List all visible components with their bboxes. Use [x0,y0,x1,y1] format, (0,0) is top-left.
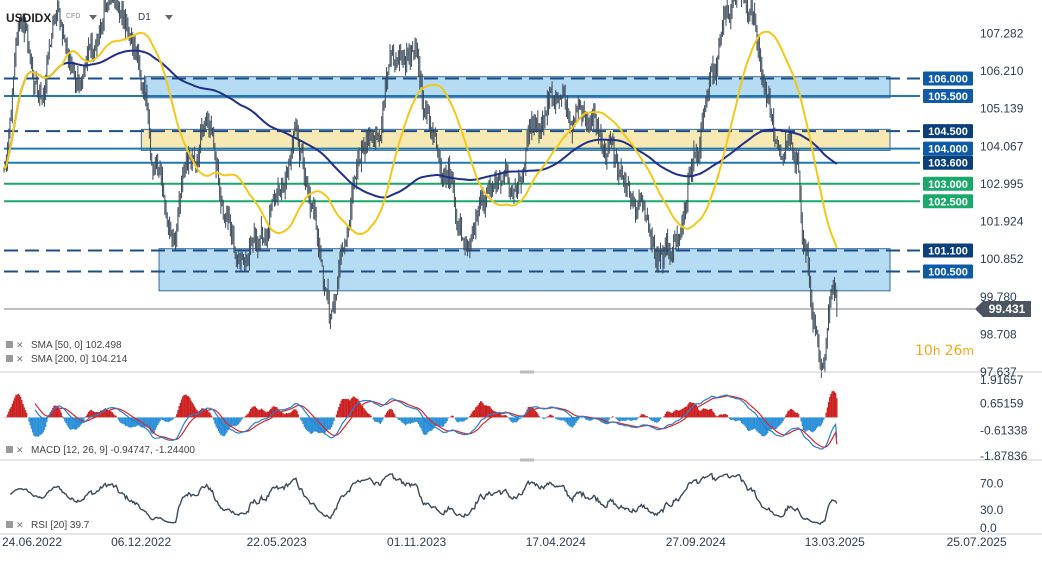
macd-tick-label: 0.65159 [980,396,1024,410]
legend-color-swatch [6,521,13,528]
candle-countdown: 10h 26m [915,343,974,359]
level-label-box[interactable] [923,141,973,156]
symbol-dropdown-icon[interactable] [89,15,97,20]
legend-label: MACD [12, 26, 9] -0.94747, -1.24400 [31,445,195,456]
legend-close-icon[interactable]: ✕ [16,520,24,530]
macd-tick-label: -0.61338 [980,424,1028,438]
panel-resize-handle[interactable] [520,458,534,462]
rsi-tick-label: 0.0 [980,521,997,535]
level-label-text: 103.000 [928,179,968,191]
level-label-box[interactable] [923,243,973,258]
macd-tick-label: -1.87836 [980,449,1028,463]
timeframe-dropdown-icon[interactable] [165,15,173,20]
level-label-text: 103.600 [928,158,968,170]
level-label-text: 104.000 [928,144,968,156]
level-label-text: 101.100 [928,245,968,257]
legend-label: SMA [200, 0] 104.214 [31,354,128,365]
middle-zone [140,128,891,151]
price-tick-label: 98.708 [980,327,1017,341]
time-tick-label: 25.07.2025 [947,535,1007,549]
price-tick-label: 97.637 [980,365,1017,379]
level-label-box[interactable] [923,176,973,191]
lower-support-zone [158,248,891,292]
legend-close-icon[interactable]: ✕ [16,340,24,350]
symbol-type: CFD [66,13,81,20]
timeframe-select[interactable]: D1 [138,12,151,23]
price-tick-label: 105.139 [980,102,1024,116]
macd-line [34,394,838,450]
rsi-line [9,472,838,526]
macd-tick-label: 1.91657 [980,373,1024,387]
level-label-text: 102.500 [928,196,968,208]
countdown-hours-unit: h [932,344,941,358]
legend-layer: ✕ SMA [50, 0] 102.498 ✕ SMA [200, 0] 104.21… [6,340,195,531]
countdown-minutes: 26 [944,343,963,359]
zones-layer [140,76,891,292]
macd-signal-line [34,395,838,448]
price-tick-label: 100.852 [980,252,1024,266]
time-tick-label: 17.04.2024 [526,535,586,549]
level-label-text: 105.500 [928,91,968,103]
time-tick-label: 06.12.2022 [111,535,171,549]
price-tick-label: 101.924 [980,215,1024,229]
symbol-title[interactable]: USDIDX [6,11,52,25]
axes-layer: 107.282106.210105.139104.067102.995101.9… [0,26,1042,549]
level-label-box[interactable] [923,71,973,86]
level-label-box[interactable] [923,155,973,170]
level-label-box[interactable] [923,264,973,279]
price-tick-label: 99.780 [980,290,1017,304]
time-tick-label: 01.11.2023 [387,535,446,549]
legend-close-icon[interactable]: ✕ [16,445,24,455]
level-label-text: 100.500 [928,267,968,279]
legend-color-swatch [6,355,13,362]
upper-resistance-zone [145,76,891,99]
macd-layer [4,390,838,450]
legend-label: RSI [20] 39.7 [31,520,90,531]
rsi-tick-label: 30.0 [980,503,1004,517]
time-tick-label: 27.09.2024 [666,535,726,549]
rsi-layer [9,472,838,526]
panel-resize-handle[interactable] [520,370,534,374]
level-label-box[interactable] [923,88,973,103]
price-tick-label: 102.995 [980,177,1024,191]
countdown-minutes-unit: m [962,344,975,358]
legend-color-swatch [6,341,13,348]
price-tick-label: 106.210 [980,64,1024,78]
legend-label: SMA [50, 0] 102.498 [31,340,122,351]
sma50-line [3,30,838,249]
level-label-text: 106.000 [928,73,968,85]
level-label-box[interactable] [923,194,973,209]
current-price-tag [975,301,1031,318]
level-labels-layer: 106.000 105.500 104.500 104.000 103.600 103.0… [923,71,1031,318]
countdown-hours: 10 [915,343,933,359]
rsi-tick-label: 70.0 [980,476,1004,490]
sma-layer [3,30,838,249]
price-tick-label: 104.067 [980,139,1024,153]
legend-color-swatch [6,446,13,453]
time-tick-label: 22.05.2023 [247,535,307,549]
legend-close-icon[interactable]: ✕ [16,354,24,364]
sma200-line [3,49,838,199]
time-tick-label: 24.06.2022 [2,535,62,549]
level-label-box[interactable] [923,124,973,139]
price-layer [3,0,838,378]
price-tick-label: 107.282 [980,26,1024,40]
level-label-text: 104.500 [928,126,968,138]
current-price-value: 99.431 [989,302,1026,316]
time-tick-label: 13.03.2025 [805,535,865,549]
